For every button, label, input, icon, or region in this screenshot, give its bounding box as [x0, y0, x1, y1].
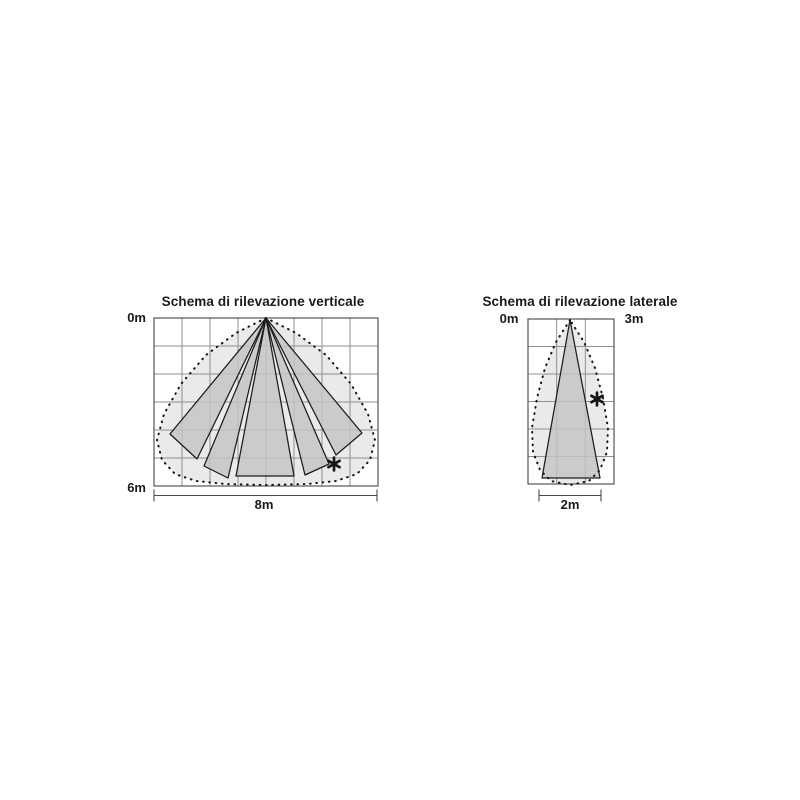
detection-beams	[169, 317, 363, 479]
asterisk-marker	[327, 456, 341, 472]
detection-beam	[265, 317, 330, 476]
vertical-diagram-canvas	[153, 316, 379, 502]
vertical-depth-label: 6m	[127, 480, 146, 495]
detection-beam	[541, 319, 601, 479]
dimension-line	[538, 489, 602, 502]
detection-envelope-dotted	[155, 316, 377, 487]
vertical-diagram-title: Schema di rilevazione verticale	[161, 294, 365, 309]
lateral-base-label: 2m	[560, 497, 580, 512]
detection-beams	[541, 319, 601, 479]
lateral-diagram-canvas	[527, 318, 615, 502]
detection-beam	[169, 317, 267, 460]
dimension-line	[153, 489, 378, 502]
detection-envelope-dotted	[530, 318, 610, 487]
lateral-width-label: 3m	[624, 311, 644, 326]
vertical-origin-label: 0m	[127, 310, 146, 325]
vertical-width-label: 8m	[254, 497, 274, 512]
detection-beam	[235, 317, 295, 477]
lateral-diagram-title: Schema di rilevazione laterale	[482, 294, 678, 309]
detection-beam	[265, 317, 363, 456]
detection-beam	[203, 317, 267, 479]
lateral-origin-label: 0m	[499, 311, 519, 326]
asterisk-marker	[590, 391, 604, 407]
